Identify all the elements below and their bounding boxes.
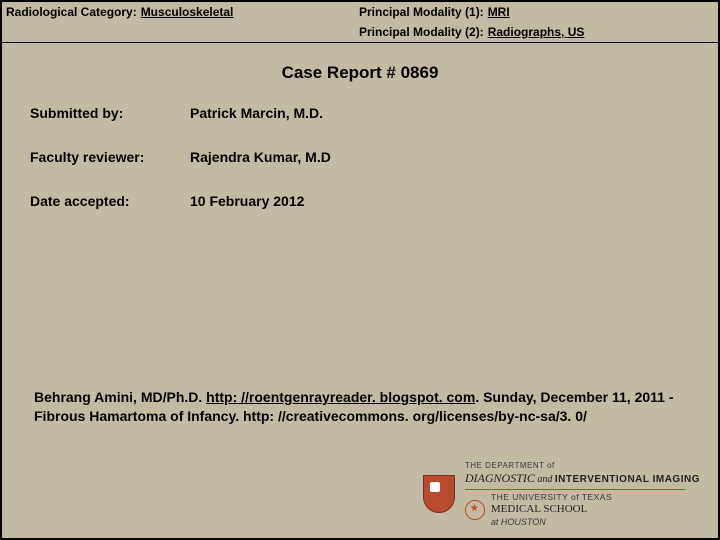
modality2-value: Radiographs, US <box>488 25 585 39</box>
footer-logo: THE DEPARTMENT of DIAGNOSTIC and INTERVE… <box>423 461 700 528</box>
info-row-reviewer: Faculty reviewer: Rajendra Kumar, M.D <box>30 149 690 165</box>
dept-text: THE DEPARTMENT of DIAGNOSTIC and INTERVE… <box>465 461 700 528</box>
ut-name: THE UNIVERSITY of TEXAS <box>491 492 612 503</box>
citation-author: Behrang Amini, MD/Ph.D. <box>34 389 206 405</box>
case-title: Case Report # 0869 <box>2 43 718 105</box>
reviewer-value: Rajendra Kumar, M.D <box>190 149 331 165</box>
modality2-label: Principal Modality (2): <box>359 25 484 39</box>
info-row-submitted: Submitted by: Patrick Marcin, M.D. <box>30 105 690 121</box>
category-label: Radiological Category: <box>6 5 137 19</box>
reviewer-label: Faculty reviewer: <box>30 149 190 165</box>
citation-text: Behrang Amini, MD/Ph.D. http: //roentgen… <box>34 388 686 426</box>
modality1-label: Principal Modality (1): <box>359 5 484 19</box>
citation-link[interactable]: http: //roentgenrayreader. blogspot. com <box>206 389 475 405</box>
med-school: MEDICAL SCHOOL <box>491 503 612 517</box>
ut-seal-icon <box>465 500 485 520</box>
category-value: Musculoskeletal <box>141 5 234 19</box>
info-row-date: Date accepted: 10 February 2012 <box>30 193 690 209</box>
submitted-label: Submitted by: <box>30 105 190 121</box>
submitted-value: Patrick Marcin, M.D. <box>190 105 323 121</box>
info-table: Submitted by: Patrick Marcin, M.D. Facul… <box>2 105 718 209</box>
dept-and: and <box>535 474 555 485</box>
shield-icon <box>423 475 455 513</box>
houston: at HOUSTON <box>491 517 612 528</box>
dept-line1: THE DEPARTMENT of <box>465 461 700 471</box>
dept-divider <box>465 489 685 490</box>
dept-interv: INTERVENTIONAL IMAGING <box>555 474 700 485</box>
modality1-value: MRI <box>488 5 510 19</box>
dept-diag: DIAGNOSTIC <box>465 471 535 485</box>
date-label: Date accepted: <box>30 193 190 209</box>
date-value: 10 February 2012 <box>190 193 304 209</box>
